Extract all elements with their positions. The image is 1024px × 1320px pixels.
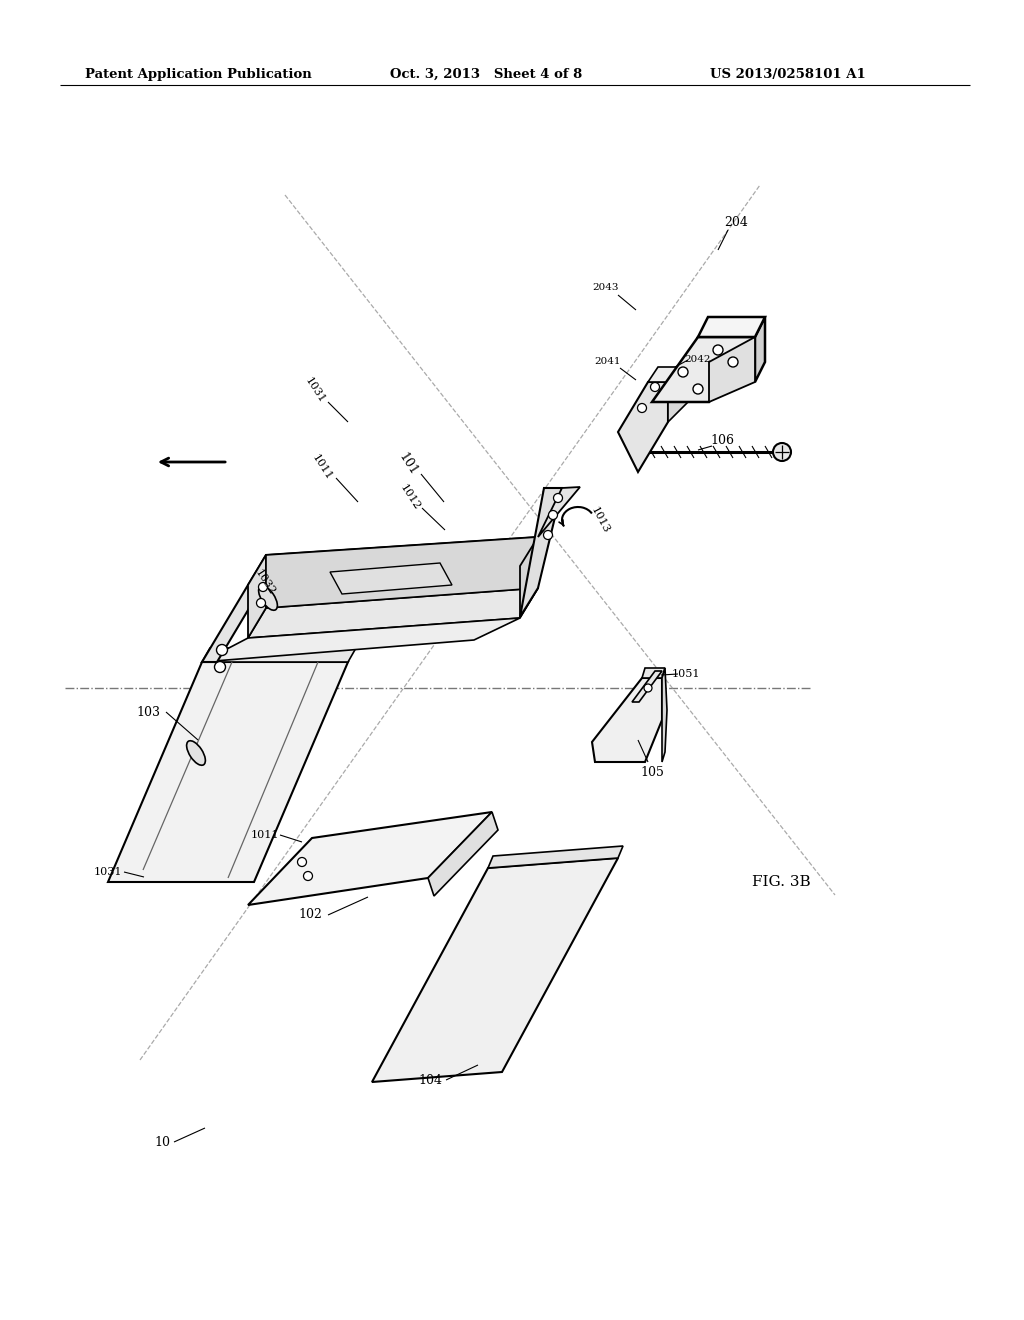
Text: Patent Application Publication: Patent Application Publication xyxy=(85,69,311,81)
Polygon shape xyxy=(428,812,498,896)
Text: 102: 102 xyxy=(298,908,322,921)
Polygon shape xyxy=(248,554,266,638)
Circle shape xyxy=(216,644,227,656)
Polygon shape xyxy=(372,858,618,1082)
Text: 2043: 2043 xyxy=(593,284,620,293)
Ellipse shape xyxy=(259,586,278,610)
Circle shape xyxy=(678,367,688,378)
Polygon shape xyxy=(618,381,668,473)
Circle shape xyxy=(644,684,652,692)
Polygon shape xyxy=(248,587,538,638)
Text: 1011: 1011 xyxy=(310,453,334,482)
Circle shape xyxy=(728,356,738,367)
Text: 1051: 1051 xyxy=(672,669,700,678)
Polygon shape xyxy=(266,537,538,609)
Polygon shape xyxy=(652,337,755,403)
Text: 1013: 1013 xyxy=(589,506,611,535)
Polygon shape xyxy=(642,668,665,678)
Text: 101: 101 xyxy=(396,450,420,478)
Circle shape xyxy=(258,582,267,591)
Polygon shape xyxy=(488,846,623,869)
Text: FIG. 3B: FIG. 3B xyxy=(752,875,811,888)
Polygon shape xyxy=(108,663,348,882)
Text: 10: 10 xyxy=(154,1135,170,1148)
Polygon shape xyxy=(668,362,688,422)
Text: 104: 104 xyxy=(418,1073,442,1086)
Polygon shape xyxy=(592,678,662,762)
Polygon shape xyxy=(698,317,765,337)
Circle shape xyxy=(650,383,659,392)
Circle shape xyxy=(214,661,225,672)
Circle shape xyxy=(638,404,646,412)
Circle shape xyxy=(303,871,312,880)
Circle shape xyxy=(554,494,562,503)
Text: 1011: 1011 xyxy=(251,830,280,840)
Circle shape xyxy=(693,384,703,393)
Circle shape xyxy=(298,858,306,866)
Text: US 2013/0258101 A1: US 2013/0258101 A1 xyxy=(710,69,865,81)
Text: 1031: 1031 xyxy=(94,867,122,876)
Polygon shape xyxy=(202,585,263,663)
Polygon shape xyxy=(248,812,492,906)
Polygon shape xyxy=(648,367,678,381)
Circle shape xyxy=(549,511,557,520)
Circle shape xyxy=(713,345,723,355)
Ellipse shape xyxy=(186,741,206,766)
Text: 2042: 2042 xyxy=(685,355,712,364)
Polygon shape xyxy=(248,537,538,585)
Text: 1032: 1032 xyxy=(253,568,276,597)
Polygon shape xyxy=(202,618,520,663)
Polygon shape xyxy=(662,668,667,762)
Text: 106: 106 xyxy=(710,433,734,446)
Text: Oct. 3, 2013   Sheet 4 of 8: Oct. 3, 2013 Sheet 4 of 8 xyxy=(390,69,583,81)
Circle shape xyxy=(544,531,553,540)
Polygon shape xyxy=(755,317,765,381)
Text: 105: 105 xyxy=(640,766,664,779)
Text: 204: 204 xyxy=(724,215,748,228)
Polygon shape xyxy=(202,648,356,663)
Text: 1012: 1012 xyxy=(398,482,422,512)
Polygon shape xyxy=(330,564,452,594)
Circle shape xyxy=(773,444,791,461)
Text: 103: 103 xyxy=(136,705,160,718)
Polygon shape xyxy=(538,487,580,537)
Polygon shape xyxy=(709,337,755,403)
Polygon shape xyxy=(520,537,538,616)
Circle shape xyxy=(256,598,265,607)
Text: 2041: 2041 xyxy=(595,358,622,367)
Polygon shape xyxy=(520,488,562,616)
Polygon shape xyxy=(632,671,662,702)
Text: 1031: 1031 xyxy=(303,375,327,405)
